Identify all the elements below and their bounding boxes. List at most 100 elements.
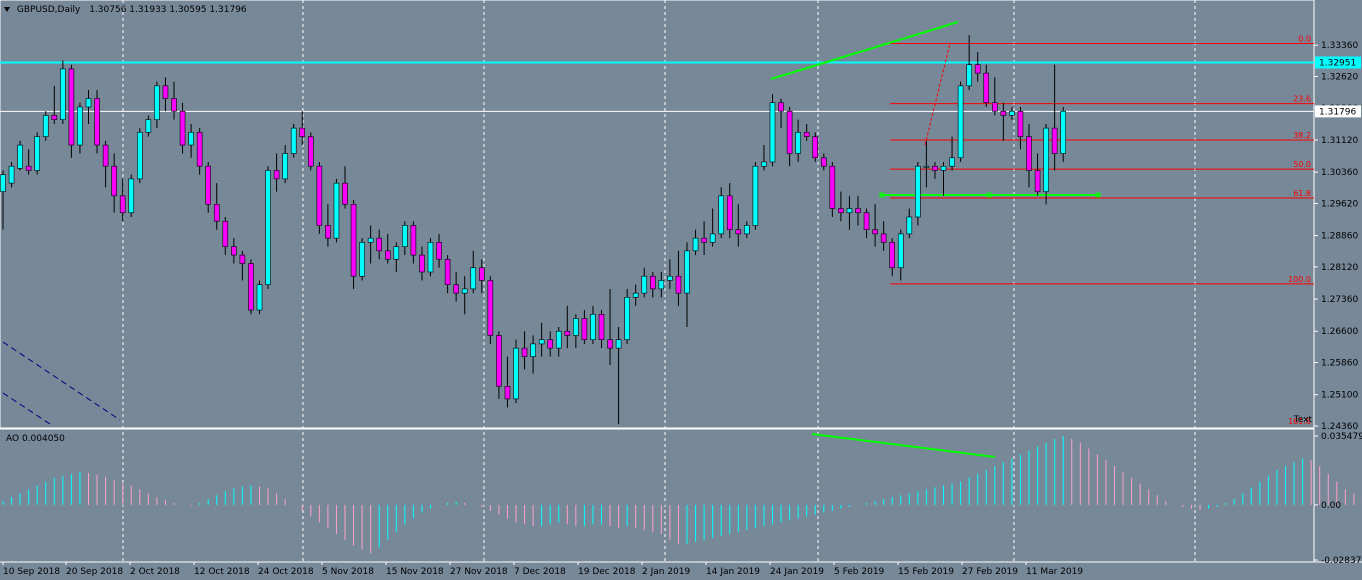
candle-body [590,313,596,340]
price-tick-label: 1.25100 [1321,391,1358,401]
candle-body [1026,136,1032,171]
candle-body [863,212,870,230]
candle-body [923,165,930,168]
candle-body [744,225,750,235]
candle-body [880,233,887,243]
fib-level-label: 0.0 [1298,35,1311,44]
fib-level-label: 50.0 [1293,160,1311,169]
candle-body [222,220,229,247]
candle-body [444,258,451,285]
candles [0,35,1066,425]
candle-body [299,127,306,137]
time-tick-label: 20 Sep 2018 [66,567,123,577]
candle-body [564,330,571,336]
candle-body [915,165,921,218]
time-tick-label: 10 Sep 2018 [3,567,60,577]
candle-body [34,136,41,171]
candle-body [359,242,365,277]
candle-body [658,280,665,290]
candle-body [897,233,904,269]
candle-body [667,275,673,281]
time-tick-label: 5 Nov 2018 [322,567,374,577]
price-tick-label: 1.26600 [1321,327,1358,337]
time-tick-label: 2 Jan 2019 [642,567,690,577]
candle-body [957,85,964,159]
candle-body [17,144,23,169]
candle-body [1009,110,1015,116]
candle-body [342,182,348,205]
candle-body [1060,110,1066,154]
price-tick-label: 1.25860 [1321,359,1358,369]
ohlc-label: 1.30756 1.31933 1.30595 1.31796 [89,5,247,15]
current-price-label: 1.31796 [1319,107,1356,117]
candle-body [51,115,58,120]
candle-body [940,165,947,171]
time-tick-label: 5 Feb 2019 [834,567,885,577]
ao-divergence-line [811,433,996,458]
candle-body [949,157,955,167]
candle-body [829,165,836,209]
candle-body [273,170,280,180]
candle-body [820,157,827,167]
candle-body [966,64,972,87]
time-tick-label: 24 Oct 2018 [258,567,314,577]
candle-body [615,339,622,349]
candle-body [68,68,75,146]
price-tick-label: 1.28120 [1321,263,1358,273]
candle-body [325,225,331,239]
candle-body [171,98,177,112]
ao-tick-label: 0.00 [1321,501,1341,511]
time-tick-label: 24 Jan 2019 [770,567,824,577]
candle-body [598,313,605,340]
price-tick-label: 1.24360 [1321,422,1358,432]
candle-body [60,68,66,120]
candle-body [213,203,220,222]
candle-body [889,242,896,269]
candle-body [632,292,639,298]
candle-body [1043,127,1049,192]
channel-line-lower [2,392,51,425]
candle-body [94,98,100,146]
candle-body [436,242,442,260]
candle-body [410,225,417,256]
price-tick-label: 1.30360 [1321,168,1358,178]
candle-body [316,165,323,226]
price-tick-label: 1.33360 [1321,41,1358,51]
support-anchor [879,192,885,198]
candle-body [427,242,434,273]
candle-body [376,237,383,252]
candle-body [726,195,733,230]
candle-body [145,119,152,133]
candle-body [906,216,913,235]
corner-text: Text [1293,415,1313,425]
candle-body [162,85,169,99]
candle-body [872,229,878,235]
support-anchor [1095,192,1101,198]
candle-body [932,165,938,171]
candle-body [709,233,716,243]
candle-body [538,339,545,345]
candle-body [137,132,143,180]
time-tick-label: 15 Nov 2018 [386,567,444,577]
candle-body [1000,110,1007,116]
ao-tick-label: -0.028373 [1321,556,1362,566]
dropdown-icon[interactable] [4,7,10,12]
candle-body [513,347,519,400]
hline-price-box [1315,56,1361,69]
candle-body [521,347,528,357]
candle-body [487,280,494,336]
candle-body [196,132,203,167]
candle-body [350,203,357,277]
support-anchor [986,192,992,198]
candle-body [624,297,630,340]
fib-level-label: 23.6 [1293,95,1311,104]
main-frame [0,0,1315,429]
candle-body [25,165,32,171]
candle-body [675,275,682,294]
candle-body [530,343,536,357]
trendline-upper [770,21,959,80]
candle-body [803,132,810,137]
candle-body [795,132,801,154]
price-tick-label: 1.31120 [1321,136,1358,146]
